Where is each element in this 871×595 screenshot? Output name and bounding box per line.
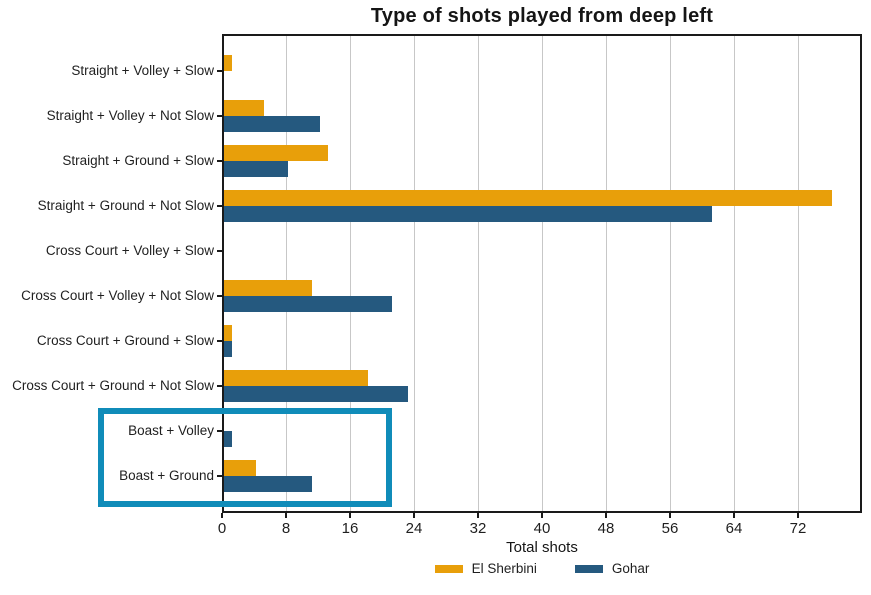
bar-el-sherbini [224, 145, 328, 161]
legend-item-el-sherbini: El Sherbini [434, 561, 537, 576]
y-axis-tick [217, 385, 222, 387]
x-axis-tick [477, 513, 479, 518]
bar-el-sherbini [224, 460, 256, 476]
legend-swatch-gohar [574, 564, 603, 573]
x-axis-tick [221, 513, 223, 518]
plot-area [222, 34, 862, 513]
bar-gohar [224, 386, 408, 402]
y-axis-category-label: Cross Court + Volley + Not Slow [21, 288, 214, 303]
y-axis-tick [217, 160, 222, 162]
bar-el-sherbini [224, 370, 368, 386]
bar-el-sherbini [224, 190, 832, 206]
x-axis-tick [669, 513, 671, 518]
x-tick-label: 32 [469, 520, 487, 537]
highlight-box [98, 408, 392, 507]
gridline [542, 36, 543, 511]
y-axis-category-label: Straight + Volley + Slow [71, 63, 214, 78]
bar-el-sherbini [224, 280, 312, 296]
y-axis-tick [217, 430, 222, 432]
bar-gohar [224, 431, 232, 447]
legend-item-gohar: Gohar [574, 561, 650, 576]
gridline [478, 36, 479, 511]
legend: El Sherbini Gohar [222, 561, 862, 576]
bar-gohar [224, 341, 232, 357]
bar-gohar [224, 116, 320, 132]
bar-gohar [224, 296, 392, 312]
gridline [414, 36, 415, 511]
gridline [734, 36, 735, 511]
bar-el-sherbini [224, 100, 264, 116]
y-axis-category-label: Boast + Ground [119, 468, 214, 483]
x-tick-label: 64 [725, 520, 743, 537]
bar-el-sherbini [224, 55, 232, 71]
legend-label-gohar: Gohar [611, 561, 650, 576]
y-axis-category-label: Straight + Volley + Not Slow [46, 108, 214, 123]
bar-gohar [224, 161, 288, 177]
x-tick-label: 56 [661, 520, 679, 537]
y-axis-tick [217, 115, 222, 117]
y-axis-category-label: Straight + Ground + Slow [62, 153, 214, 168]
gridline [798, 36, 799, 511]
y-axis-tick [217, 70, 222, 72]
x-tick-label: 16 [341, 520, 359, 537]
x-axis-tick [349, 513, 351, 518]
y-axis-category-label: Boast + Volley [128, 423, 214, 438]
chart-title: Type of shots played from deep left [370, 5, 714, 27]
x-axis-title: Total shots [506, 539, 578, 556]
y-axis-tick [217, 250, 222, 252]
x-tick-label: 8 [281, 520, 291, 537]
x-tick-label: 72 [789, 520, 807, 537]
y-axis-tick [217, 295, 222, 297]
x-tick-label: 0 [217, 520, 227, 537]
y-axis-category-label: Cross Court + Ground + Not Slow [12, 378, 214, 393]
x-axis-tick [797, 513, 799, 518]
x-axis-tick [285, 513, 287, 518]
x-tick-label: 48 [597, 520, 615, 537]
bar-el-sherbini [224, 325, 232, 341]
y-axis-tick [217, 205, 222, 207]
x-tick-label: 24 [405, 520, 423, 537]
x-axis-tick [413, 513, 415, 518]
y-axis-category-label: Cross Court + Volley + Slow [45, 243, 214, 258]
gridline [606, 36, 607, 511]
x-axis-tick [733, 513, 735, 518]
y-axis-tick [217, 475, 222, 477]
gridline [670, 36, 671, 511]
legend-label-el-sherbini: El Sherbini [471, 561, 537, 576]
x-axis-tick [605, 513, 607, 518]
gridline [286, 36, 287, 511]
x-axis-tick [541, 513, 543, 518]
bar-gohar [224, 476, 312, 492]
y-axis-category-label: Cross Court + Ground + Slow [36, 333, 214, 348]
gridline [350, 36, 351, 511]
x-tick-label: 40 [533, 520, 551, 537]
y-axis-category-label: Straight + Ground + Not Slow [37, 198, 214, 213]
bar-gohar [224, 206, 712, 222]
legend-swatch-el-sherbini [434, 564, 463, 573]
y-axis-tick [217, 340, 222, 342]
